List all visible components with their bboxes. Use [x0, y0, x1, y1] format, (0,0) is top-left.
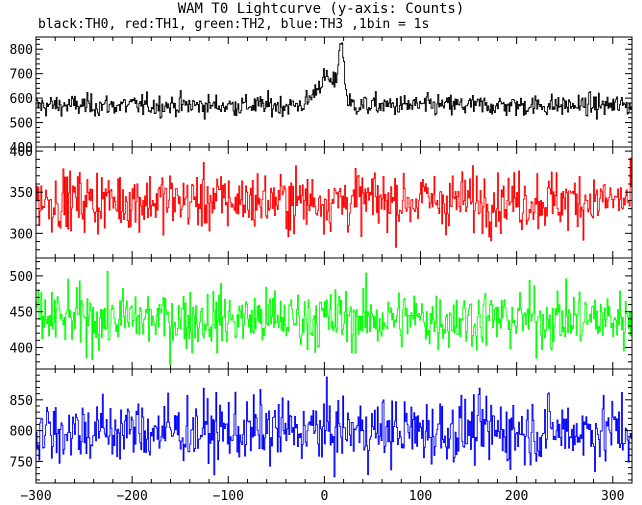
y-tick-label: 500 — [10, 270, 33, 285]
panels-group: 4005006007008003003504004004505007508008… — [10, 36, 633, 484]
panel-th2: 400 450 500 — [10, 257, 633, 370]
series-th0-line — [36, 42, 632, 120]
y-tick-label: 800 — [10, 425, 33, 440]
x-tick-label: 0 — [320, 489, 328, 504]
x-tick-label: −100 — [213, 489, 244, 504]
x-tick-label: 200 — [505, 489, 528, 504]
y-tick-label: 800 — [10, 43, 33, 58]
y-tick-label: 400 — [10, 141, 33, 156]
chart-title: WAM T0 Lightcurve (y-axis: Counts) — [177, 1, 465, 17]
y-tick-label: 600 — [10, 92, 33, 107]
y-tick-label: 850 — [10, 394, 33, 409]
y-tick-label: 750 — [10, 455, 33, 470]
series-th3-line — [36, 376, 632, 478]
panel-frame — [35, 36, 633, 148]
panel-th3: 750 800 850 — [10, 368, 633, 484]
y-tick-label: 500 — [10, 117, 33, 132]
panel-frame — [35, 368, 633, 484]
chart-subtitle: black:TH0, red:TH1, green:TH2, blue:TH3 … — [38, 17, 430, 32]
y-tick-label: 450 — [10, 306, 33, 321]
y-tick-label: 300 — [10, 227, 33, 242]
series-th1-line — [36, 157, 632, 248]
series-th2-line — [36, 270, 632, 365]
y-tick-label: 400 — [10, 145, 33, 160]
x-tick-label: 300 — [601, 489, 624, 504]
x-axis: −300 −200 −100 0 100 200 300 — [20, 489, 624, 504]
panel-th0: 400 500 600 700 800 — [10, 36, 633, 156]
y-tick-label: 350 — [10, 186, 33, 201]
x-tick-label: 100 — [409, 489, 432, 504]
panel-th1: 300 350 400 — [10, 145, 633, 259]
x-tick-label: −200 — [116, 489, 147, 504]
y-tick-label: 400 — [10, 342, 33, 357]
y-tick-label: 700 — [10, 68, 33, 83]
x-tick-label: −300 — [20, 489, 51, 504]
